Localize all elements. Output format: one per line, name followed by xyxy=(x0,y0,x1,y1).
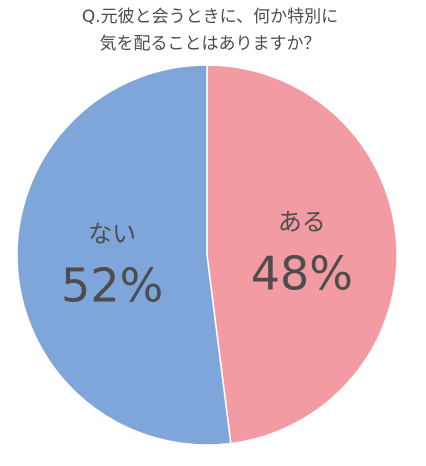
value-label: 52% xyxy=(61,258,163,312)
chart-title: Q.元彼と会うときに、何か特別に xyxy=(82,7,338,27)
pie-slice xyxy=(16,64,232,446)
chart-title: 気を配ることはありますか？ xyxy=(100,34,321,54)
value-label: 48% xyxy=(251,247,353,301)
pie xyxy=(16,64,398,446)
slice-label: ある xyxy=(278,208,326,236)
slice-label: ない xyxy=(88,220,136,248)
pie-slice xyxy=(206,64,398,445)
labels: ある 48% ない 52% xyxy=(61,208,353,312)
